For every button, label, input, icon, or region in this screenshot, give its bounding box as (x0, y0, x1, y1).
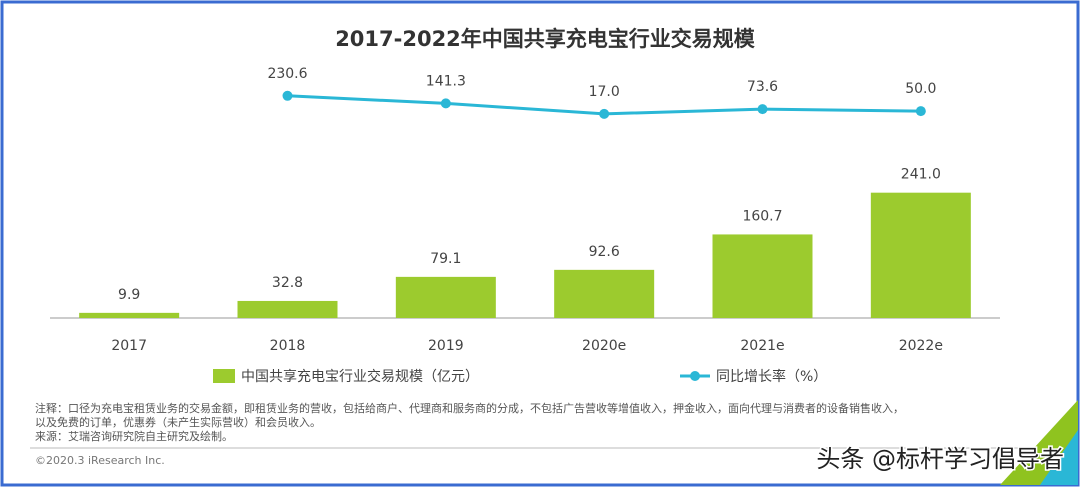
data-label: 141.3 (426, 73, 466, 89)
data-label: 79.1 (430, 251, 461, 267)
data-label: 17.0 (589, 84, 620, 100)
legend-swatch (213, 369, 235, 383)
line-point (915, 106, 926, 117)
data-label: 32.8 (272, 275, 303, 291)
bar (870, 192, 971, 318)
bar (712, 234, 813, 318)
bar (395, 276, 496, 318)
legend-label: 中国共享充电宝行业交易规模（亿元） (241, 368, 479, 385)
data-label: 73.6 (747, 79, 778, 95)
data-label: 9.9 (118, 287, 140, 303)
corner-decoration (1040, 430, 1078, 485)
x-tick-label: 2018 (270, 338, 306, 354)
note: 以及免费的订单，优惠券（未产生实际营收）和会员收入。 (35, 415, 321, 429)
data-label: 50.0 (905, 81, 936, 97)
x-tick-label: 2017 (111, 338, 147, 354)
x-tick-label: 2020e (582, 338, 626, 354)
legend-swatch (690, 371, 700, 381)
note: 注释：口径为充电宝租赁业务的交易金额，即租赁业务的营收，包括给商户、代理商和服务… (35, 401, 904, 415)
bar (554, 269, 655, 318)
x-tick-label: 2021e (740, 338, 784, 354)
copyright: ©2020.3 iResearch Inc. (35, 454, 165, 467)
watermark: 头条 @标杆学习倡导者 (816, 445, 1064, 473)
legend-label: 同比增长率（%） (716, 368, 827, 385)
line-point (599, 108, 610, 119)
bar (79, 312, 180, 318)
data-label: 92.6 (589, 244, 620, 260)
note: 来源：艾瑞咨询研究院自主研究及绘制。 (35, 429, 233, 443)
line-point (440, 98, 451, 109)
data-label: 230.6 (267, 66, 307, 82)
data-label: 160.7 (742, 208, 782, 224)
bar (237, 300, 338, 318)
x-tick-label: 2022e (899, 338, 943, 354)
x-tick-label: 2019 (428, 338, 464, 354)
data-label: 241.0 (901, 167, 941, 183)
line-point (757, 104, 768, 115)
chart-title: 2017-2022年中国共享充电宝行业交易规模 (335, 27, 756, 51)
line-point (282, 90, 293, 101)
